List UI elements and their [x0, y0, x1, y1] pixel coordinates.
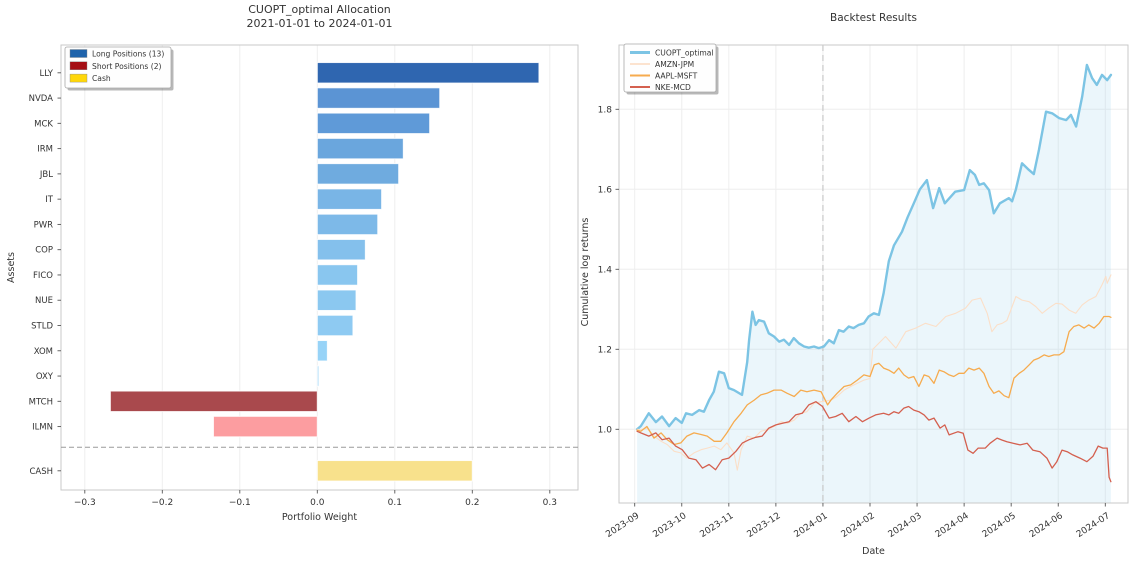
bar-JBL: [316, 163, 400, 185]
asset-label-XOM: XOM: [34, 347, 53, 357]
x-tick-label: 0.2: [465, 498, 479, 508]
plot-border: [60, 44, 579, 491]
asset-label-MTCH: MTCH: [29, 397, 53, 407]
legend-swatch: [69, 73, 88, 83]
x-axis-label: Portfolio Weight: [282, 512, 357, 523]
series-AMZN-JPM: [636, 274, 1112, 471]
asset-label-NUE: NUE: [35, 296, 53, 306]
y-axis-label: Assets: [6, 252, 17, 283]
asset-label-OXY: OXY: [36, 372, 54, 382]
bar-PWR: [316, 213, 379, 236]
bar-NVDA: [316, 87, 441, 109]
asset-label-STLD: STLD: [31, 322, 53, 332]
legend-swatch: [69, 61, 88, 70]
x-tick-label: 2024-03: [887, 511, 924, 540]
x-tick-label: −0.3: [74, 498, 96, 508]
area-fill-CUOPT_optimal: [637, 64, 1111, 504]
plot-border: [618, 44, 1129, 504]
bar-MTCH: [109, 390, 318, 413]
bar-STLD: [316, 314, 354, 337]
legend-label: Long Positions (13): [92, 50, 164, 59]
x-tick-label: 2024-05: [981, 511, 1018, 540]
asset-label-IT: IT: [45, 195, 54, 205]
asset-label-NVDA: NVDA: [29, 94, 54, 104]
x-tick-label: −0.1: [229, 498, 251, 508]
series-AAPL-MSFT: [636, 315, 1112, 446]
bar-COP: [316, 238, 366, 261]
x-tick-label: −0.2: [151, 498, 173, 508]
legend-label: AAPL-MSFT: [655, 71, 698, 80]
legend-label: Cash: [92, 74, 111, 83]
bar-FICO: [316, 264, 359, 286]
asset-label-CASH: CASH: [29, 467, 53, 477]
bar-XOM: [316, 340, 328, 362]
x-tick-label: 2024-02: [840, 511, 877, 540]
asset-label-ILMN: ILMN: [32, 423, 53, 433]
asset-label-LLY: LLY: [39, 69, 53, 79]
x-tick-label: 0.0: [310, 498, 325, 508]
y-tick-label: 1.8: [598, 105, 613, 115]
backtest-legend: CUOPT_optimal AMZN-JPM AAPL-MSFT NKE-MCD: [623, 43, 719, 95]
backtest-chart: 1.0 1.2 1.4 1.6 1.8 2023-09 2023-10 2023-11 2023…: [580, 12, 1129, 557]
chart-title: CUOPT_optimal Allocation: [248, 3, 391, 16]
bar-NUE: [316, 289, 357, 311]
asset-label-FICO: FICO: [33, 271, 53, 281]
x-tick-label: 2023-11: [698, 511, 735, 540]
allocation-chart: LLY NVDA MCK IRM JBL IT PWR COP FICO NUE STLD XOM OX…: [6, 3, 579, 523]
legend-swatch: [69, 49, 88, 58]
allocation-legend: Long Positions (13) Short Positions (2) Ca…: [64, 46, 174, 91]
x-tick-label: 0.1: [388, 498, 402, 508]
series-CUOPT_optimal: [635, 63, 1113, 431]
asset-label-COP: COP: [35, 246, 53, 256]
bar-CASH: [316, 460, 473, 482]
x-tick-label: 2024-04: [934, 511, 971, 540]
x-tick-label: 2024-01: [793, 511, 830, 540]
y-tick-label: 1.2: [598, 345, 612, 355]
asset-label-IRM: IRM: [37, 145, 53, 155]
x-tick-label: 2024-06: [1028, 511, 1065, 540]
asset-label-JBL: JBL: [39, 170, 53, 180]
y-axis-label: Cumulative log returns: [580, 218, 591, 327]
asset-label-MCK: MCK: [34, 119, 53, 129]
bar-ILMN: [212, 415, 318, 438]
y-tick-label: 1.0: [598, 425, 613, 435]
x-axis-label: Date: [862, 546, 885, 557]
legend-frame: [64, 46, 172, 89]
x-tick-label: 2024-07: [1075, 511, 1112, 540]
legend-label: AMZN-JPM: [655, 60, 694, 69]
bar-IT: [316, 188, 383, 210]
chart-title: Backtest Results: [830, 12, 917, 24]
series-NKE-MCD: [636, 401, 1112, 483]
chart-subtitle: 2021-01-01 to 2024-01-01: [247, 17, 393, 30]
x-tick-label: 2023-09: [604, 511, 641, 540]
legend-label: NKE-MCD: [655, 83, 691, 92]
x-tick-label: 2023-10: [651, 511, 688, 540]
legend-label: CUOPT_optimal: [655, 48, 714, 57]
x-tick-label: 0.3: [543, 498, 557, 508]
y-tick-label: 1.4: [598, 265, 613, 275]
bar-OXY: [316, 365, 320, 387]
legend-label: Short Positions (2): [92, 62, 162, 71]
x-tick-label: 2023-12: [746, 511, 783, 540]
y-tick-label: 1.6: [598, 185, 613, 195]
asset-label-PWR: PWR: [34, 220, 54, 230]
bar-IRM: [316, 137, 404, 160]
legend-frame: [623, 43, 717, 93]
bar-MCK: [316, 112, 431, 135]
bar-LLY: [316, 62, 540, 84]
